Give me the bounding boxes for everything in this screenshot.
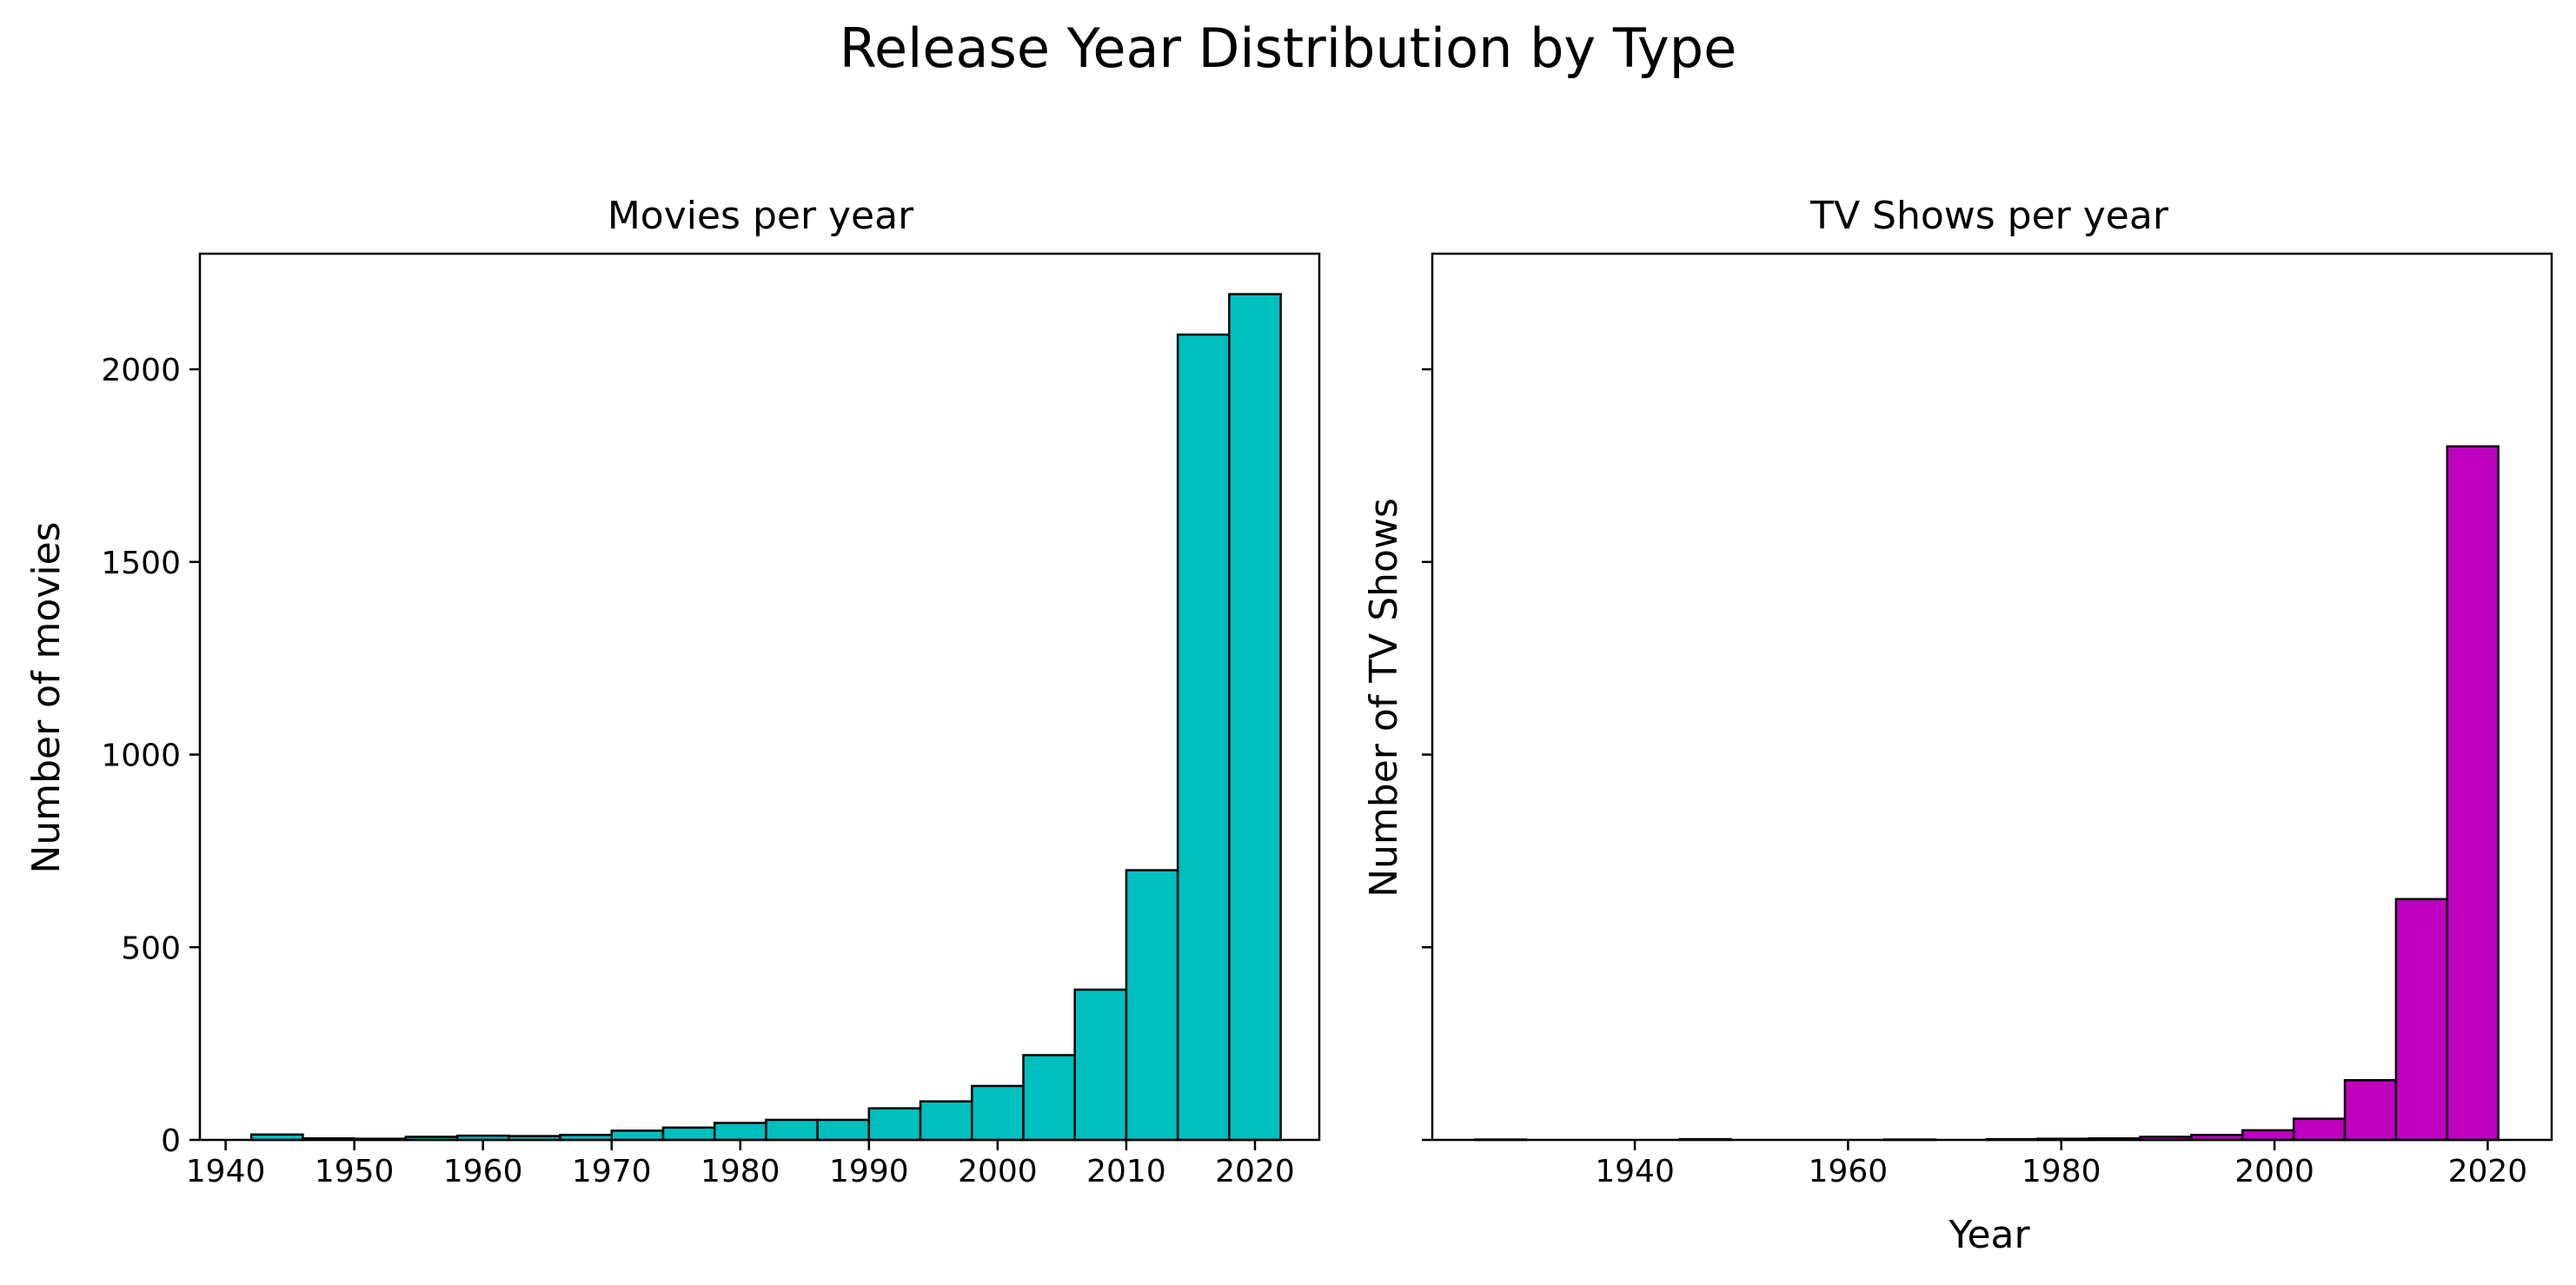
- movies-x-tick-label: 2000: [958, 1154, 1038, 1189]
- tv-shows-bar: [2394, 898, 2449, 1142]
- movies-bar: [1176, 333, 1231, 1142]
- movies-x-tick-label: 1970: [572, 1154, 652, 1189]
- figure-title: Release Year Distribution by Type: [840, 17, 1737, 80]
- movies-x-tick-label: 1950: [315, 1154, 395, 1189]
- tv-shows-x-tick-label: 1940: [1595, 1154, 1675, 1189]
- tv-shows-x-ticks: 1940 1960 1980 2000 2020: [1595, 1140, 2527, 1189]
- tv-shows-bar: [2343, 1079, 2398, 1142]
- movies-bar: [1228, 293, 1282, 1142]
- movies-bar: [1125, 869, 1179, 1142]
- movies-x-tick-label: 1990: [829, 1154, 909, 1189]
- tv-shows-bar: [2292, 1117, 2347, 1142]
- tv-shows-panel: TV Shows per year Number of TV Shows Yea…: [1362, 194, 2553, 1257]
- movies-bar: [867, 1107, 922, 1142]
- movies-bar: [661, 1126, 716, 1142]
- movies-y-tick-label: 1000: [101, 739, 181, 774]
- movies-bar: [971, 1084, 1025, 1142]
- movies-x-ticks: 1940 1950 1960 1970 1980 1990 2000 2010 2020: [186, 1140, 1295, 1189]
- movies-y-tick-label: 500: [121, 931, 181, 966]
- movies-x-tick-label: 1960: [443, 1154, 523, 1189]
- tv-shows-plot-frame: [1431, 252, 2553, 1142]
- movies-y-axis-label: Number of movies: [24, 521, 69, 873]
- movies-y-tick-label: 0: [161, 1123, 181, 1159]
- tv-shows-x-axis-label: Year: [1948, 1213, 2030, 1257]
- movies-bar: [1022, 1054, 1076, 1142]
- tv-shows-bar: [2446, 445, 2500, 1142]
- tv-shows-y-ticks: [1422, 368, 1432, 1142]
- movies-bar: [816, 1118, 871, 1142]
- movies-plot-frame: [198, 252, 1321, 1142]
- movies-y-ticks: 0 500 1000 1500 2000: [101, 353, 200, 1159]
- tv-shows-panel-title: TV Shows per year: [1809, 194, 2169, 238]
- movies-bars: [249, 293, 1282, 1142]
- tv-shows-x-tick-label: 2000: [2234, 1154, 2314, 1189]
- movies-bar: [610, 1129, 665, 1142]
- movies-bar: [765, 1118, 819, 1142]
- movies-bar: [713, 1122, 767, 1142]
- movies-x-tick-label: 2020: [1215, 1154, 1295, 1189]
- movies-panel-title: Movies per year: [607, 194, 914, 238]
- movies-panel: Movies per year Number of movies 1940 195…: [24, 194, 1321, 1189]
- movies-y-tick-label: 2000: [101, 353, 181, 388]
- tv-shows-x-tick-label: 1980: [2022, 1154, 2101, 1189]
- tv-shows-y-axis-label: Number of TV Shows: [1362, 498, 1406, 898]
- movies-x-tick-label: 1940: [186, 1154, 266, 1189]
- movies-x-tick-label: 1980: [700, 1154, 780, 1189]
- tv-shows-x-tick-label: 1960: [1809, 1154, 1889, 1189]
- movies-x-tick-label: 2010: [1086, 1154, 1166, 1189]
- movies-bar: [919, 1100, 973, 1142]
- movies-bar: [1073, 988, 1128, 1142]
- movies-y-tick-label: 1500: [101, 546, 181, 581]
- tv-shows-bar: [2241, 1129, 2295, 1142]
- tv-shows-x-tick-label: 2020: [2448, 1154, 2528, 1189]
